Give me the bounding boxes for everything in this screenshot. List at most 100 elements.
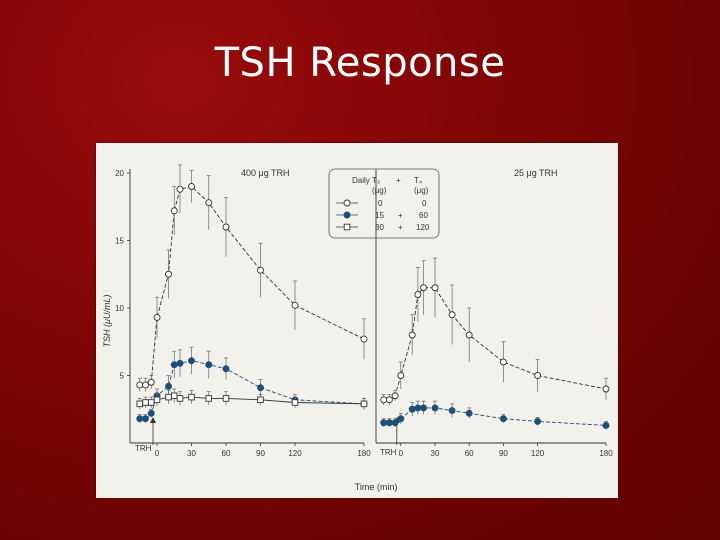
data-point-1-s0-0 xyxy=(380,396,388,404)
data-point-1-s1-10 xyxy=(499,415,507,423)
x-tick-label-0-2: 60 xyxy=(222,449,231,458)
x-tick-label-1-0: 0 xyxy=(399,449,404,458)
data-point-0-s2-6 xyxy=(176,395,184,402)
data-point-0-s0-1 xyxy=(142,381,149,389)
legend-marker-2 xyxy=(343,223,351,231)
data-point-1-s0-9 xyxy=(465,331,473,339)
data-point-0-s1-1 xyxy=(142,415,149,423)
x-tick-label-0-4: 120 xyxy=(288,449,302,458)
data-point-0-s2-8 xyxy=(205,395,212,402)
data-point-1-s1-0 xyxy=(380,419,388,427)
data-point-1-s1-3 xyxy=(397,415,405,423)
data-point-0-s1-6 xyxy=(176,359,184,367)
data-point-1-s1-11 xyxy=(534,417,542,425)
data-point-0-s2-10 xyxy=(257,396,264,404)
data-point-0-s0-8 xyxy=(205,199,213,207)
data-point-0-s0-0 xyxy=(136,381,144,389)
slide-title: TSH Response xyxy=(214,40,506,86)
data-point-1-s0-1 xyxy=(385,396,393,404)
legend-row-1-t4: 60 xyxy=(419,211,428,220)
data-point-1-s1-2 xyxy=(391,419,399,427)
data-point-1-s1-9 xyxy=(465,409,473,417)
y-tick-label-1: 10 xyxy=(115,304,124,313)
legend-row-2-plus: + xyxy=(398,223,403,232)
legend-units-t4: (μg) xyxy=(414,186,429,195)
series-line-0-s0 xyxy=(139,186,365,386)
legend-markers xyxy=(336,199,358,231)
legend-row-1-plus: + xyxy=(398,211,403,220)
legend-header-t4: T₄ xyxy=(414,176,422,185)
data-point-0-s1-9 xyxy=(222,365,230,373)
y-tick-label-3: 20 xyxy=(115,169,124,178)
series-layer xyxy=(136,164,610,430)
axes-layer: 0 30 60 90 120 180 5 10 15 20 0 30 60 90 120 180 xyxy=(115,169,613,458)
data-point-1-s1-6 xyxy=(420,404,428,412)
legend-row-1-t3: 15 xyxy=(375,211,384,220)
data-point-1-s0-5 xyxy=(414,291,422,298)
x-tick-label-1-4: 120 xyxy=(531,449,545,458)
data-point-0-s1-8 xyxy=(205,361,213,369)
data-point-1-s0-7 xyxy=(431,284,439,292)
data-point-0-s1-10 xyxy=(257,384,264,392)
legend-row-2-t3: 30 xyxy=(375,223,384,232)
data-point-0-s0-2 xyxy=(147,378,155,386)
series-line-0-s1 xyxy=(139,360,365,420)
data-point-0-s0-6 xyxy=(176,185,184,193)
data-point-0-s0-10 xyxy=(257,266,264,274)
data-point-0-s0-3 xyxy=(153,313,161,321)
x-axis-label: Time (min) xyxy=(355,482,398,492)
legend: Daily T₃ + T₄ (μg) (μg) 0 0 15 + 60 30 +… xyxy=(328,168,440,239)
data-point-0-s0-9 xyxy=(222,223,230,231)
data-point-0-s2-1 xyxy=(142,399,149,406)
data-point-1-s1-12 xyxy=(602,422,610,429)
legend-row-0-t4: 0 xyxy=(422,199,427,208)
legend-marker-1 xyxy=(343,211,351,219)
data-point-0-s2-4 xyxy=(165,393,172,401)
data-point-1-s1-4 xyxy=(408,405,416,413)
chart-figure: 0 30 60 90 120 180 5 10 15 20 0 30 60 90 120 180 400 μg… xyxy=(96,143,618,498)
data-point-1-s0-3 xyxy=(397,372,405,379)
data-point-0-s0-11 xyxy=(291,301,299,309)
legend-header-plus: + xyxy=(396,176,401,185)
left-trh-label: TRH xyxy=(135,444,152,453)
legend-units-t3: (μg) xyxy=(372,186,387,195)
legend-header-t3: Daily T₃ xyxy=(352,176,380,185)
legend-row-0-t3: 0 xyxy=(378,199,383,208)
labels-layer: 400 μg TRH 25 μg TRH TSH (μU/mL) Time (m… xyxy=(102,168,558,492)
data-point-0-s1-5 xyxy=(170,361,178,369)
x-tick-label-0-1: 30 xyxy=(187,449,196,458)
legend-marker-0 xyxy=(343,199,351,207)
data-point-0-s2-3 xyxy=(153,396,161,404)
data-point-0-s2-11 xyxy=(291,399,299,406)
x-tick-label-1-1: 30 xyxy=(431,449,440,458)
chart-svg: 0 30 60 90 120 180 5 10 15 20 0 30 60 90 120 180 400 μg… xyxy=(102,164,613,492)
data-point-0-s2-9 xyxy=(222,395,230,402)
trh-arrowhead-0 xyxy=(150,417,156,423)
x-tick-label-1-3: 90 xyxy=(499,449,508,458)
data-point-0-s2-12 xyxy=(360,400,368,408)
data-point-0-s0-5 xyxy=(170,207,178,215)
data-point-0-s2-2 xyxy=(148,399,155,406)
x-tick-label-0-5: 180 xyxy=(357,449,371,458)
right-trh-label: TRH xyxy=(380,448,397,457)
data-point-1-s1-5 xyxy=(414,404,422,412)
right-panel-title: 25 μg TRH xyxy=(514,168,558,178)
data-point-0-s2-7 xyxy=(188,393,195,401)
data-point-0-s2-5 xyxy=(170,392,178,399)
x-tick-label-0-3: 90 xyxy=(256,449,265,458)
data-point-1-s0-12 xyxy=(602,385,610,393)
x-tick-label-1-2: 60 xyxy=(465,449,474,458)
data-point-1-s0-10 xyxy=(499,358,507,366)
data-point-0-s1-0 xyxy=(136,415,144,423)
data-point-1-s0-4 xyxy=(408,331,416,339)
y-tick-label-2: 15 xyxy=(115,237,124,246)
data-point-0-s0-7 xyxy=(188,183,195,190)
x-tick-label-1-5: 180 xyxy=(599,449,613,458)
left-panel-title: 400 μg TRH xyxy=(241,168,290,178)
data-point-0-s1-2 xyxy=(147,409,155,417)
y-axis-label: TSH (μU/mL) xyxy=(102,295,112,348)
data-point-1-s0-2 xyxy=(391,392,399,400)
y-tick-label-0: 5 xyxy=(120,372,125,381)
data-point-1-s1-1 xyxy=(385,419,393,427)
x-tick-label-0-0: 0 xyxy=(155,449,160,458)
